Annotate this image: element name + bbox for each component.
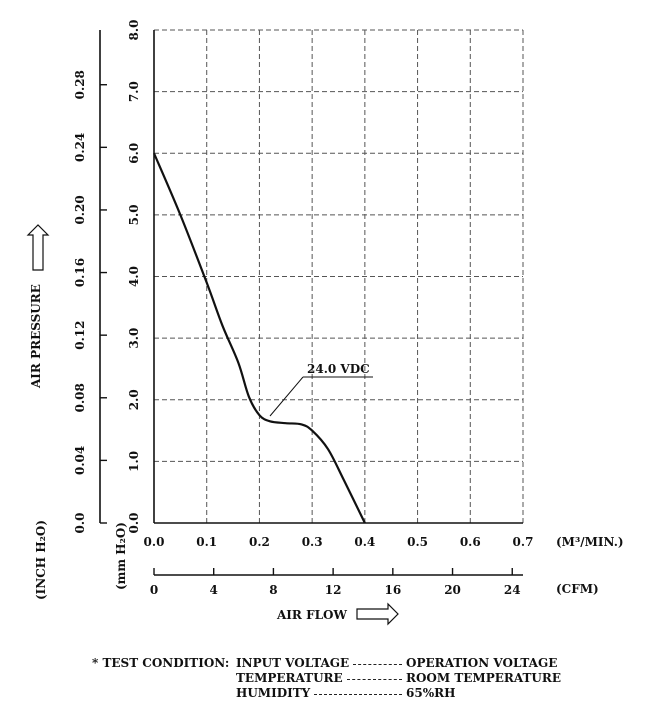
x-secondary-tick-label: 0 xyxy=(150,583,158,597)
test-condition-block: * TEST CONDITION: INPUT VOLTAGE OPERATIO… xyxy=(92,656,561,701)
x-tick-label: 0.7 xyxy=(513,535,534,549)
y-secondary-tick-label: 0.12 xyxy=(73,321,87,350)
condition-value: 65%RH xyxy=(406,686,456,700)
x-tick-label: 0.3 xyxy=(302,535,323,549)
y-axis-label: AIR PRESSURE xyxy=(29,284,43,389)
y-secondary-tick-label: 0.24 xyxy=(73,133,87,162)
y-tick-label: 1.0 xyxy=(127,451,141,472)
chart-grid xyxy=(154,29,524,523)
condition-value: OPERATION VOLTAGE xyxy=(406,656,558,670)
x-secondary-tick-label: 20 xyxy=(444,583,461,597)
y-secondary-tick-label: 0.08 xyxy=(73,383,87,412)
x-tick-label: 0.2 xyxy=(249,535,270,549)
x-axis-label: AIR FLOW xyxy=(276,608,347,622)
x-tick-label: 0.6 xyxy=(460,535,481,549)
y-tick-label: 7.0 xyxy=(127,81,141,102)
y-secondary-tick-label: 0.20 xyxy=(73,195,87,224)
condition-label: TEMPERATURE xyxy=(236,671,343,685)
y-tick-label: 3.0 xyxy=(127,328,141,349)
x-secondary-tick-label: 16 xyxy=(384,583,401,597)
chart-axes xyxy=(99,30,523,576)
x-primary-unit-label: (M³/MIN.) xyxy=(556,535,624,549)
x-tick-label: 0.5 xyxy=(407,535,428,549)
condition-label: INPUT VOLTAGE xyxy=(236,656,350,670)
test-condition-title: * TEST CONDITION: xyxy=(92,656,230,670)
y-tick-label: 4.0 xyxy=(127,266,141,287)
annotation-leader xyxy=(269,376,304,417)
y-tick-label: 2.0 xyxy=(127,389,141,410)
condition-label: HUMIDITY xyxy=(236,686,311,700)
y-secondary-tick-label: 0.04 xyxy=(73,446,87,475)
y-secondary-tick-label: 0.16 xyxy=(73,258,87,287)
y-secondary-tick-label: 0.28 xyxy=(73,70,87,99)
x-secondary-tick-label: 8 xyxy=(269,583,277,597)
x-tick-label: 0.0 xyxy=(144,535,165,549)
x-secondary-tick-label: 12 xyxy=(325,583,342,597)
series-line-24vdc xyxy=(152,152,366,524)
annotation-label: 24.0 VDC xyxy=(307,362,370,376)
x-tick-label: 0.1 xyxy=(196,535,217,549)
y-tick-label: 5.0 xyxy=(127,204,141,225)
y-tick-label: 6.0 xyxy=(127,143,141,164)
y-primary-unit-label: (mm H₂O) xyxy=(114,522,128,590)
fan-performance-chart: 0.01.02.03.04.05.06.07.08.00.00.040.080.… xyxy=(26,20,624,626)
chart-ticks: 0.01.02.03.04.05.06.07.08.00.00.040.080.… xyxy=(73,20,533,597)
right-arrow-icon xyxy=(356,602,399,626)
x-secondary-tick-label: 24 xyxy=(504,583,521,597)
y-secondary-unit-label: (INCH H₂O) xyxy=(34,520,48,600)
y-secondary-tick-label: 0.0 xyxy=(73,513,87,534)
up-arrow-icon xyxy=(26,224,50,271)
y-tick-label: 0.0 xyxy=(127,513,141,534)
x-tick-label: 0.4 xyxy=(354,535,375,549)
x-secondary-tick-label: 4 xyxy=(210,583,218,597)
y-tick-label: 8.0 xyxy=(127,20,141,41)
condition-value: ROOM TEMPERATURE xyxy=(406,671,562,685)
x-secondary-unit-label: (CFM) xyxy=(556,582,599,596)
